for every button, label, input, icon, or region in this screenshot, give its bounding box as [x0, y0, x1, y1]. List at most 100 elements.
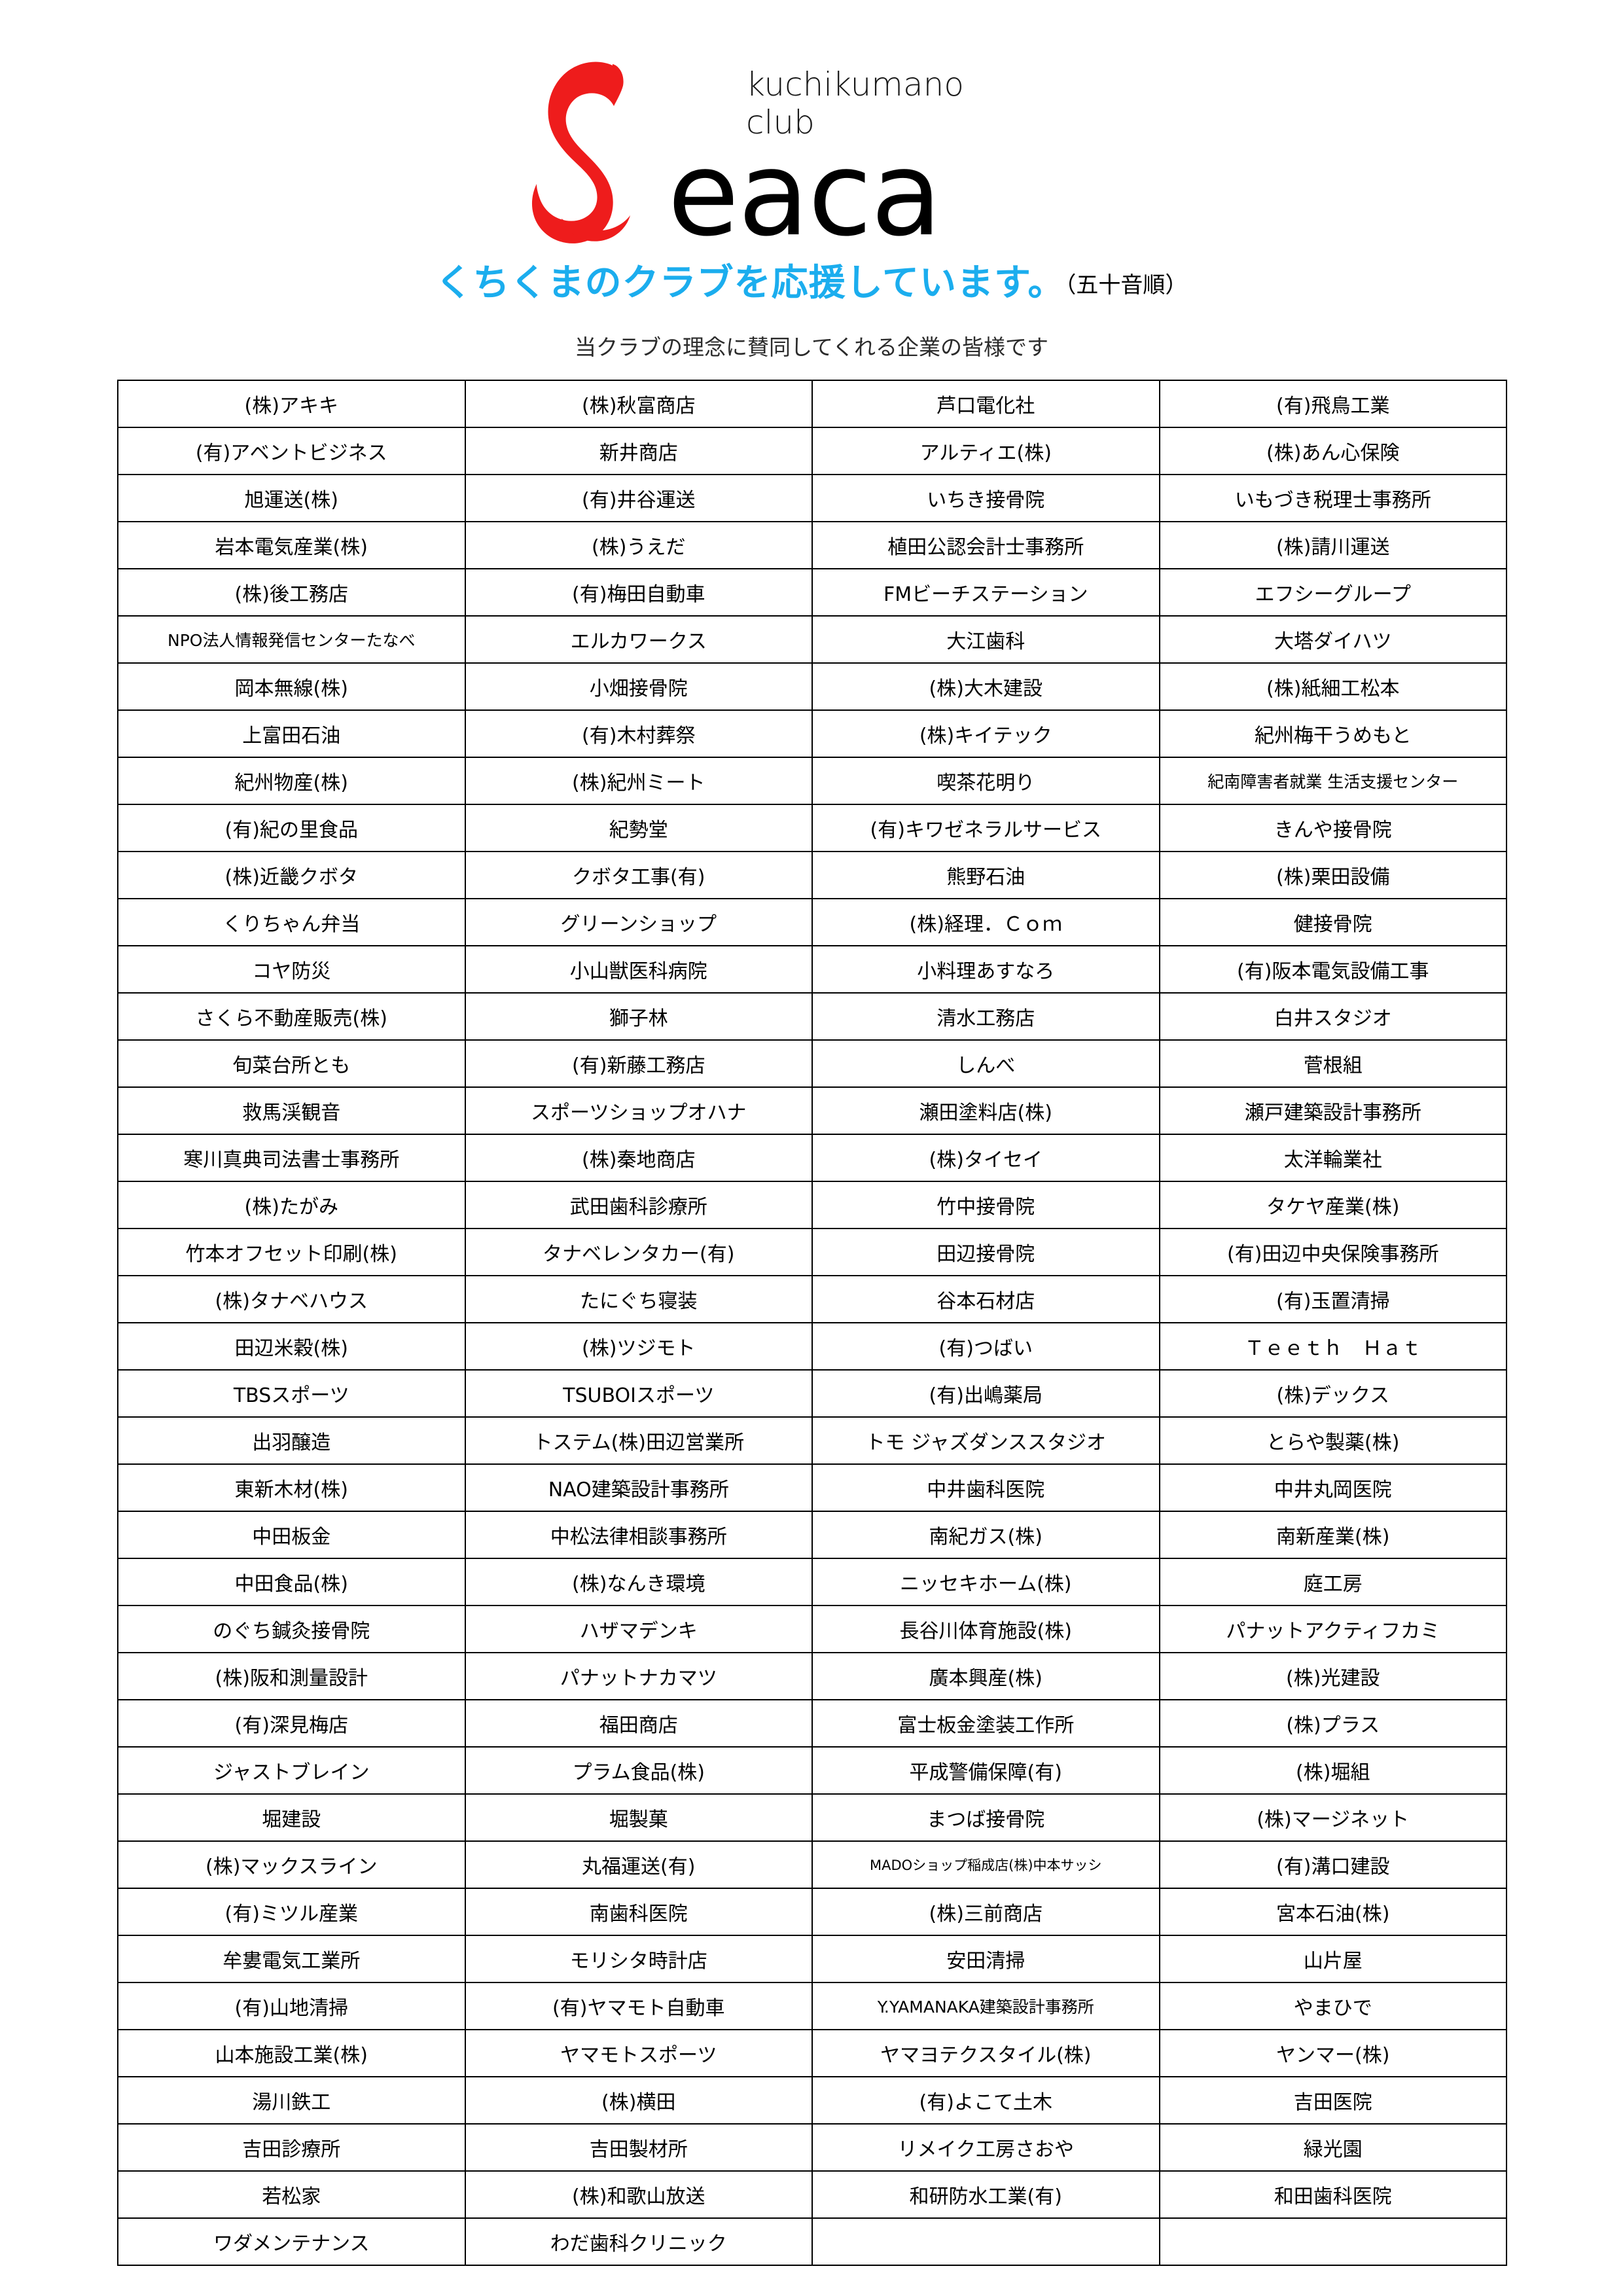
sponsor-cell: 若松家 [117, 2170, 466, 2219]
table-row: 岡本無線(株) 小畑接骨院 (株)大木建設 (株)紙細工松本 [117, 662, 1507, 711]
sponsor-cell: (株)キイテック [812, 709, 1160, 758]
table-row: 中田板金 中松法律相談事務所 南紀ガス(株) 南新産業(株) [117, 1511, 1507, 1559]
sponsor-cell: 堀製菓 [464, 1793, 813, 1842]
sponsor-cell: NPO法人情報発信センターたなべ [117, 615, 466, 664]
sponsor-cell: 瀬戸建築設計事務所 [1158, 1086, 1507, 1135]
table-row: コヤ防災 小山獣医科病院 小料理あすなろ (有)阪本電気設備工事 [117, 945, 1507, 994]
sponsor-cell: きんや接骨院 [1158, 804, 1507, 852]
sponsor-cell: (株)ツジモト [464, 1322, 813, 1371]
table-row: 岩本電気産業(株) (株)うえだ 植田公認会計士事務所 (株)請川運送 [117, 521, 1507, 569]
sponsor-cell: ジャストブレイン [117, 1746, 466, 1795]
sponsor-cell: ニッセキホーム(株) [812, 1558, 1160, 1606]
table-row: ジャストブレイン プラム食品(株) 平成警備保障(有) (株)堀組 [117, 1746, 1507, 1795]
sponsor-cell: 小畑接骨院 [464, 662, 813, 711]
sponsor-cell: (有)よこて土木 [812, 2076, 1160, 2125]
sponsor-cell: 紀南障害者就業 生活支援センター [1158, 757, 1507, 805]
sponsor-cell: 平成警備保障(有) [812, 1746, 1160, 1795]
sponsor-cell: 岩本電気産業(株) [117, 521, 466, 569]
sponsor-cell: ヤンマー(株) [1158, 2029, 1507, 2077]
sponsor-cell: 救馬渓観音 [117, 1086, 466, 1135]
sponsor-cell: 清水工務店 [812, 992, 1160, 1041]
sponsor-cell: (有)出嶋薬局 [812, 1369, 1160, 1418]
brush-s-icon [531, 62, 630, 243]
sponsor-cell: アルティエ(株) [812, 427, 1160, 475]
table-row: 山本施設工業(株) ヤマモトスポーツ ヤマヨテクスタイル(株) ヤンマー(株) [117, 2029, 1507, 2077]
sponsor-cell: モリシタ時計店 [464, 1935, 813, 1983]
table-row: (株)マックスライン 丸福運送(有) MADOショップ稲成店(株)中本サッシ (有)溝… [117, 1840, 1507, 1889]
document-header: kuchikumano club eaca くちくまのクラブを応援しています。（… [0, 0, 1623, 361]
table-row: 中田食品(株) (株)なんき環境 ニッセキホーム(株) 庭工房 [117, 1558, 1507, 1606]
sponsor-cell: 宮本石油(株) [1158, 1888, 1507, 1936]
sponsor-cell: (有)玉置清掃 [1158, 1275, 1507, 1323]
sponsor-cell: (有)アベントビジネス [117, 427, 466, 475]
sponsor-cell: トモ ジャズダンススタジオ [812, 1416, 1160, 1465]
sponsor-cell: (株)栗田設備 [1158, 851, 1507, 899]
sponsor-cell: 廣本興産(株) [812, 1652, 1160, 1700]
sponsor-cell: 山片屋 [1158, 1935, 1507, 1983]
sponsor-cell: 上富田石油 [117, 709, 466, 758]
sponsor-cell: 山本施設工業(株) [117, 2029, 466, 2077]
sponsor-cell: (有)ヤマモト自動車 [464, 1982, 813, 2030]
sponsor-cell: (株)後工務店 [117, 568, 466, 617]
sponsor-cell: 中田食品(株) [117, 1558, 466, 1606]
sponsor-cell: NAO建築設計事務所 [464, 1463, 813, 1512]
sponsor-cell: ハザマデンキ [464, 1605, 813, 1653]
sponsor-cell: わだ歯科クリニック [464, 2217, 813, 2266]
sponsor-cell: まつば接骨院 [812, 1793, 1160, 1842]
sponsor-cell: パナットアクティフカミ [1158, 1605, 1507, 1653]
table-row: 紀州物産(株) (株)紀州ミート 喫茶花明り 紀南障害者就業 生活支援センター [117, 757, 1507, 805]
logo-tagline: kuchikumano club [746, 65, 964, 141]
sponsor-cell: (株)アキキ [117, 380, 466, 428]
sponsor-cell: ヤマモトスポーツ [464, 2029, 813, 2077]
sponsor-cell: 武田歯科診療所 [464, 1181, 813, 1229]
sponsor-cell: 谷本石材店 [812, 1275, 1160, 1323]
sponsor-cell: (株)マックスライン [117, 1840, 466, 1889]
sponsor-cell: タナベレンタカー(有) [464, 1228, 813, 1276]
sponsor-cell: 芦口電化社 [812, 380, 1160, 428]
table-row: 堀建設 堀製菓 まつば接骨院 (株)マージネット [117, 1793, 1507, 1842]
sponsor-cell: 和研防水工業(有) [812, 2170, 1160, 2219]
sponsor-cell: 安田清掃 [812, 1935, 1160, 1983]
sponsor-cell: 田辺接骨院 [812, 1228, 1160, 1276]
sponsor-cell: 新井商店 [464, 427, 813, 475]
sponsor-cell: (有)田辺中央保険事務所 [1158, 1228, 1507, 1276]
sponsor-cell: タケヤ産業(株) [1158, 1181, 1507, 1229]
sponsor-cell: (株)三前商店 [812, 1888, 1160, 1936]
sponsor-cell: 紀勢堂 [464, 804, 813, 852]
table-row: 寒川真典司法書士事務所 (株)秦地商店 (株)タイセイ 太洋輪業社 [117, 1134, 1507, 1182]
sponsor-cell: 東新木材(株) [117, 1463, 466, 1512]
sponsor-cell: 太洋輪業社 [1158, 1134, 1507, 1182]
sponsor-cell: 寒川真典司法書士事務所 [117, 1134, 466, 1182]
sponsor-cell: くりちゃん弁当 [117, 898, 466, 946]
sponsor-cell: 獅子林 [464, 992, 813, 1041]
table-row: NPO法人情報発信センターたなべ エルカワークス 大江歯科 大塔ダイハツ [117, 615, 1507, 664]
table-row: 若松家 (株)和歌山放送 和研防水工業(有) 和田歯科医院 [117, 2170, 1507, 2219]
sponsor-cell: 白井スタジオ [1158, 992, 1507, 1041]
table-row: 出羽醸造 トステム(株)田辺営業所 トモ ジャズダンススタジオ とらや製薬(株) [117, 1416, 1507, 1465]
sponsor-cell: (有)溝口建設 [1158, 1840, 1507, 1889]
sponsor-cell: (株)タイセイ [812, 1134, 1160, 1182]
sponsor-cell: (有)飛鳥工業 [1158, 380, 1507, 428]
table-row: 救馬渓観音 スポーツショップオハナ 瀬田塗料店(株) 瀬戸建築設計事務所 [117, 1086, 1507, 1135]
sponsor-cell: 旭運送(株) [117, 474, 466, 522]
sponsor-cell: (有)山地清掃 [117, 1982, 466, 2030]
table-row: さくら不動産販売(株) 獅子林 清水工務店 白井スタジオ [117, 992, 1507, 1041]
headline-order-note: （五十音順） [1065, 272, 1188, 298]
sponsor-cell: 中井歯科医院 [812, 1463, 1160, 1512]
sponsor-cell: パナットナカマツ [464, 1652, 813, 1700]
sponsor-cell: クボタ工事(有) [464, 851, 813, 899]
sponsor-cell: (株)秦地商店 [464, 1134, 813, 1182]
sponsor-cell: (株)横田 [464, 2076, 813, 2125]
sponsor-cell: 竹中接骨院 [812, 1181, 1160, 1229]
table-row: (株)阪和測量設計 パナットナカマツ 廣本興産(株) (株)光建設 [117, 1652, 1507, 1700]
sponsor-cell: ヤマヨテクスタイル(株) [812, 2029, 1160, 2077]
sponsor-cell: 緑光園 [1158, 2123, 1507, 2172]
table-row: (有)ミツル産業 南歯科医院 (株)三前商店 宮本石油(株) [117, 1888, 1507, 1936]
sponsor-cell: 南新産業(株) [1158, 1511, 1507, 1559]
sponsor-cell: TSUBOIスポーツ [464, 1369, 813, 1418]
sponsor-cell: 小山獣医科病院 [464, 945, 813, 994]
sponsor-cell: 南歯科医院 [464, 1888, 813, 1936]
sponsor-cell: 紀州梅干うめもと [1158, 709, 1507, 758]
table-row: (株)タナベハウス たにぐち寝装 谷本石材店 (有)玉置清掃 [117, 1275, 1507, 1323]
sponsor-cell: (株)請川運送 [1158, 521, 1507, 569]
